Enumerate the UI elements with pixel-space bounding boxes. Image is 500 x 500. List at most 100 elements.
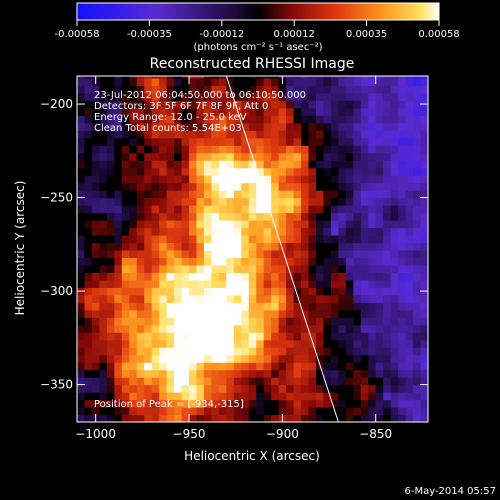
heatmap-cell [271,294,280,303]
heatmap-cell [84,212,93,221]
heatmap-cell [77,309,86,318]
heatmap-cell [196,227,205,236]
heatmap-cell [241,347,250,356]
heatmap-cell [196,407,205,416]
heatmap-cell [405,279,414,288]
heatmap-cell [114,227,123,236]
heatmap-cell [106,220,115,229]
heatmap-cell [241,234,250,244]
heatmap-cell [106,92,115,101]
heatmap-cell [226,264,235,273]
heatmap-cell [256,145,265,154]
heatmap-cell [211,130,220,139]
heatmap-cell [278,309,287,318]
heatmap-cell [263,332,272,341]
solar-limb-line [225,75,339,423]
heatmap-cell [159,399,168,408]
heatmap-cell [398,100,407,109]
heatmap-cell [405,220,414,229]
heatmap-cell [196,399,205,408]
heatmap-cell [383,152,392,161]
heatmap-cell [368,220,377,229]
heatmap-cell [211,362,220,371]
heatmap-cell [248,100,257,109]
heatmap-cell [181,287,190,296]
heatmap-cell [218,220,227,229]
heatmap-cell [129,100,138,109]
heatmap-cell [256,76,265,79]
heatmap-cell [196,130,205,139]
heatmap-cell [233,77,242,86]
heatmap-cell [308,167,317,176]
heatmap-cell [375,332,384,341]
heatmap-cell [233,407,242,416]
heatmap-cell [323,272,332,281]
heatmap-cell [144,324,153,333]
heatmap-cell [136,369,145,378]
heatmap-cell [345,145,354,154]
heatmap-cell [405,249,414,259]
heatmap-cell [390,309,399,318]
heatmap-cell [360,264,369,273]
heatmap-cell [413,347,422,356]
heatmap-cell [405,115,414,124]
heatmap-cell [121,392,130,401]
heatmap-cell [114,384,123,393]
heatmap-cell [315,279,325,288]
heatmap-cell [301,302,310,311]
heatmap-cell [420,384,428,393]
heatmap-cell [174,130,183,139]
heatmap-cell [360,324,369,333]
heatmap-cell [144,272,153,281]
heatmap-cell [151,175,160,184]
heatmap-cell [166,324,175,333]
heatmap-cell [159,324,168,333]
heatmap-cell [218,242,227,251]
heatmap-cell [293,264,302,273]
heatmap-cell [375,76,384,79]
heatmap-cell [315,115,325,124]
heatmap-cell [263,220,272,229]
heatmap-cell [323,347,332,356]
heatmap-cell [353,362,362,371]
heatmap-cell [315,414,325,422]
heatmap-cell [196,377,205,386]
heatmap-cell [308,107,317,116]
heatmap-cell [420,145,428,154]
heatmap-cell [203,332,213,341]
heatmap-cell [308,257,317,266]
heatmap-cell [390,234,399,244]
heatmap-cell [211,369,220,378]
heatmap-cell [91,242,101,251]
heatmap-cell [271,145,280,154]
heatmap-cell [77,85,86,94]
heatmap-cell [218,77,227,86]
heatmap-cell [338,212,347,221]
heatmap-cell [106,182,115,191]
heatmap-cell [77,384,86,393]
heatmap-cell [345,257,354,266]
heatmap-cell [278,362,287,371]
heatmap-cell [144,392,153,401]
heatmap-cell [114,167,123,176]
heatmap-cell [203,257,213,266]
heatmap-cell [345,76,354,79]
heatmap-cell [189,257,198,266]
heatmap-cell [211,175,220,184]
heatmap-cell [144,317,153,326]
heatmap-cell [121,369,130,378]
heatmap-cell [420,399,428,408]
heatmap-cell [218,369,227,378]
heatmap-cell [248,362,257,371]
heatmap-cell [218,122,227,131]
heatmap-cell [174,212,183,221]
footer-date: 6-May-2014 05:57 [404,486,496,497]
heatmap-cell [233,392,242,401]
heatmap-cell [84,257,93,266]
heatmap-cell [383,377,392,386]
heatmap-cell [144,130,153,139]
heatmap-cell [159,115,168,124]
heatmap-cell [278,399,287,408]
heatmap-cell [226,294,235,303]
heatmap-cell [174,107,183,116]
